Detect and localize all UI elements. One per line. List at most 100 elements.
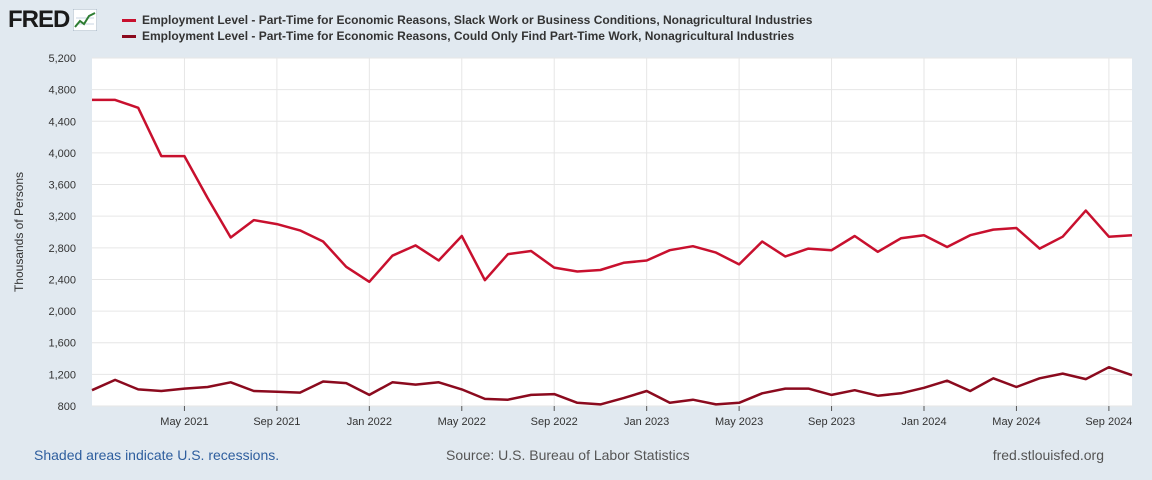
data-point-0[interactable]: [506, 252, 510, 256]
data-point-0[interactable]: [414, 243, 418, 247]
data-point-1[interactable]: [968, 389, 972, 393]
data-point-1[interactable]: [229, 380, 233, 384]
data-point-1[interactable]: [437, 380, 441, 384]
data-point-0[interactable]: [645, 259, 649, 263]
data-point-1[interactable]: [1084, 377, 1088, 381]
data-point-1[interactable]: [622, 396, 626, 400]
data-point-0[interactable]: [437, 259, 441, 263]
data-point-0[interactable]: [275, 222, 279, 226]
data-point-0[interactable]: [206, 196, 210, 200]
y-tick-label: 4,400: [48, 116, 76, 128]
data-point-1[interactable]: [876, 394, 880, 398]
data-point-1[interactable]: [598, 402, 602, 406]
data-point-0[interactable]: [899, 236, 903, 240]
site-link[interactable]: fred.stlouisfed.org: [992, 447, 1104, 463]
data-point-1[interactable]: [1061, 372, 1065, 376]
data-point-1[interactable]: [182, 387, 186, 391]
data-point-1[interactable]: [483, 397, 487, 401]
data-point-0[interactable]: [714, 251, 718, 255]
data-point-0[interactable]: [876, 250, 880, 254]
data-point-1[interactable]: [853, 388, 857, 392]
data-point-1[interactable]: [830, 393, 834, 397]
data-point-0[interactable]: [460, 234, 464, 238]
data-point-1[interactable]: [575, 401, 579, 405]
data-point-0[interactable]: [113, 98, 117, 102]
series-line-1[interactable]: [91, 365, 1133, 406]
data-point-0[interactable]: [598, 268, 602, 272]
data-point-1[interactable]: [321, 380, 325, 384]
legend-entry-only-part-time[interactable]: Employment Level - Part-Time for Economi…: [122, 28, 812, 44]
data-point-1[interactable]: [136, 387, 140, 391]
data-point-1[interactable]: [1107, 365, 1111, 369]
data-point-1[interactable]: [668, 401, 672, 405]
data-point-0[interactable]: [1107, 235, 1111, 239]
data-point-0[interactable]: [483, 278, 487, 282]
data-point-1[interactable]: [922, 386, 926, 390]
data-point-1[interactable]: [529, 393, 533, 397]
data-point-1[interactable]: [1014, 385, 1018, 389]
data-point-1[interactable]: [206, 385, 210, 389]
data-point-1[interactable]: [737, 401, 741, 405]
data-point-1[interactable]: [344, 381, 348, 385]
data-point-0[interactable]: [390, 254, 394, 258]
data-point-0[interactable]: [968, 233, 972, 237]
data-point-1[interactable]: [298, 391, 302, 395]
data-point-1[interactable]: [1130, 373, 1134, 377]
data-point-1[interactable]: [991, 376, 995, 380]
data-point-1[interactable]: [714, 402, 718, 406]
data-point-0[interactable]: [344, 265, 348, 269]
data-point-0[interactable]: [1038, 247, 1042, 251]
data-point-1[interactable]: [760, 391, 764, 395]
y-tick-label: 5,200: [48, 53, 76, 65]
data-point-1[interactable]: [367, 393, 371, 397]
data-point-0[interactable]: [945, 245, 949, 249]
data-point-1[interactable]: [90, 388, 94, 392]
data-point-0[interactable]: [991, 228, 995, 232]
data-point-0[interactable]: [90, 98, 94, 102]
data-point-0[interactable]: [529, 249, 533, 253]
data-point-1[interactable]: [159, 389, 163, 393]
data-point-0[interactable]: [853, 234, 857, 238]
data-point-1[interactable]: [390, 380, 394, 384]
data-point-1[interactable]: [645, 389, 649, 393]
data-point-0[interactable]: [1061, 235, 1065, 239]
data-point-1[interactable]: [899, 391, 903, 395]
data-point-0[interactable]: [136, 106, 140, 110]
data-point-0[interactable]: [1084, 209, 1088, 213]
data-point-1[interactable]: [506, 398, 510, 402]
data-point-0[interactable]: [159, 154, 163, 158]
data-point-1[interactable]: [275, 390, 279, 394]
data-point-1[interactable]: [1038, 376, 1042, 380]
data-point-1[interactable]: [806, 387, 810, 391]
data-point-1[interactable]: [460, 387, 464, 391]
data-point-0[interactable]: [1130, 233, 1134, 237]
data-point-0[interactable]: [575, 270, 579, 274]
data-point-0[interactable]: [668, 248, 672, 252]
data-point-1[interactable]: [945, 379, 949, 383]
data-point-0[interactable]: [182, 154, 186, 158]
data-point-1[interactable]: [783, 387, 787, 391]
data-point-0[interactable]: [367, 280, 371, 284]
series-line-0[interactable]: [92, 98, 1133, 284]
data-point-0[interactable]: [806, 247, 810, 251]
data-point-0[interactable]: [783, 255, 787, 259]
legend-entry-slack-work[interactable]: Employment Level - Part-Time for Economi…: [122, 12, 812, 28]
data-point-1[interactable]: [414, 383, 418, 387]
data-point-0[interactable]: [737, 262, 741, 266]
data-point-0[interactable]: [830, 248, 834, 252]
data-point-1[interactable]: [552, 392, 556, 396]
data-point-0[interactable]: [252, 218, 256, 222]
data-point-0[interactable]: [622, 261, 626, 265]
data-point-1[interactable]: [113, 378, 117, 382]
data-point-0[interactable]: [229, 236, 233, 240]
data-point-0[interactable]: [922, 233, 926, 237]
data-point-0[interactable]: [552, 266, 556, 270]
data-point-0[interactable]: [298, 228, 302, 232]
fred-logo[interactable]: FRED: [8, 6, 98, 34]
data-point-0[interactable]: [691, 244, 695, 248]
data-point-1[interactable]: [252, 389, 256, 393]
data-point-0[interactable]: [1014, 226, 1018, 230]
data-point-1[interactable]: [691, 398, 695, 402]
data-point-0[interactable]: [321, 240, 325, 244]
data-point-0[interactable]: [760, 240, 764, 244]
